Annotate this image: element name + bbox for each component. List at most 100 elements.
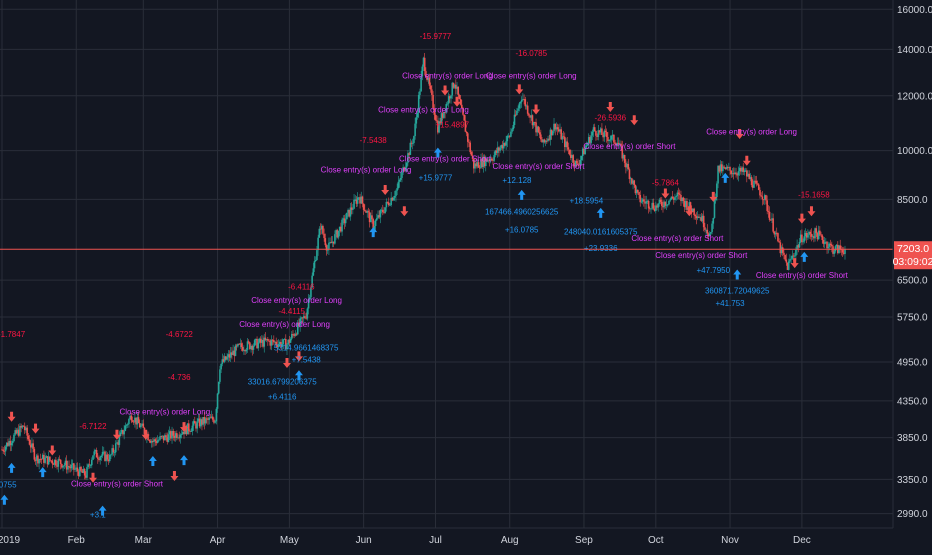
candle-body <box>681 197 683 202</box>
candle-body <box>179 434 182 438</box>
candle-body <box>346 212 348 220</box>
candle-body <box>575 160 578 164</box>
candle-body <box>409 142 412 155</box>
candle-body <box>407 153 409 163</box>
candle-body <box>502 143 505 149</box>
short-entry-arrow <box>742 155 751 166</box>
candle-body <box>402 167 404 172</box>
candle-body <box>156 440 159 443</box>
x-tick-label: Aug <box>501 535 519 546</box>
candle-body <box>227 354 230 357</box>
candle-body <box>360 196 363 204</box>
candle-body <box>99 457 101 461</box>
price-axis[interactable]: 2990.0 3350.0 3850.0 4350.0 4950.0 5750.0 6500… <box>897 5 932 520</box>
candle-body <box>46 456 49 465</box>
candle-body <box>422 57 425 67</box>
candle-body <box>316 250 318 260</box>
candle-body <box>377 215 379 219</box>
candle-body <box>613 134 615 143</box>
candle-body <box>147 433 149 440</box>
candle-body <box>348 209 351 217</box>
candle-body <box>22 425 25 427</box>
x-tick-label: Sep <box>575 535 593 546</box>
candle-body <box>290 334 293 339</box>
candle-body <box>113 452 116 454</box>
candle-body <box>263 337 266 347</box>
candle-body <box>760 195 762 197</box>
candle-body <box>211 416 214 420</box>
candle-body <box>592 127 595 132</box>
y-tick-label: 12000.0 <box>897 91 932 102</box>
time-axis[interactable]: 2019 Feb Mar Apr May Jun Jul Aug Sep Oct Nov Dec <box>0 535 811 546</box>
candle-body <box>349 207 352 217</box>
candle-body <box>766 200 768 211</box>
candle-body <box>137 417 140 424</box>
candle-body <box>785 259 788 263</box>
candle-body <box>173 435 176 438</box>
short-entry-arrow <box>807 206 816 217</box>
candle-body <box>393 195 396 198</box>
trade-markers <box>0 84 816 516</box>
candle-body <box>86 467 88 478</box>
candle-body <box>602 134 604 138</box>
candle-body <box>350 207 353 210</box>
candle-body <box>579 159 582 165</box>
candle-body <box>259 338 262 343</box>
price-tag-countdown: 03:09:02 <box>893 256 932 268</box>
trade-label: +16.0785 <box>505 225 539 234</box>
candle-body <box>76 467 79 472</box>
candle-body <box>294 333 297 336</box>
candle-body <box>568 149 571 155</box>
trade-label: 33016.6799206375 <box>248 378 318 387</box>
candle-body <box>274 341 276 343</box>
candle-body <box>781 247 784 253</box>
candle-body <box>279 341 281 345</box>
candle-body <box>815 228 818 233</box>
candle-body <box>129 415 131 420</box>
candle-body <box>2 449 4 451</box>
candle-body <box>240 343 243 348</box>
candle-body <box>512 124 515 130</box>
candle-body <box>631 178 633 184</box>
candle-body <box>82 468 85 473</box>
candle-body <box>790 258 792 260</box>
candle-body <box>477 162 480 168</box>
candle-body <box>807 235 809 238</box>
short-entry-arrow <box>790 258 799 269</box>
candle-body <box>730 170 733 175</box>
candle-body <box>238 343 240 345</box>
candle-body <box>548 138 551 140</box>
candle-body <box>152 440 154 442</box>
candle-body <box>843 252 845 254</box>
candle-body <box>91 459 93 466</box>
candle-body <box>740 167 742 172</box>
candle-body <box>45 456 48 458</box>
candle-body <box>603 130 606 138</box>
candle-body <box>352 208 354 210</box>
candle-body <box>558 129 560 132</box>
candle-body <box>499 147 501 151</box>
candle-body <box>340 226 342 232</box>
trade-label: +7.5438 <box>292 356 322 365</box>
candle-body <box>57 459 60 467</box>
candle-body <box>669 199 671 201</box>
y-tick-label: 4350.0 <box>897 396 928 407</box>
candle-body <box>450 95 452 99</box>
candle-body <box>586 143 589 146</box>
candle-body <box>811 236 814 238</box>
candle-body <box>213 419 215 423</box>
long-entry-arrow <box>7 462 16 473</box>
candle-body <box>73 463 75 470</box>
short-entry-arrow <box>48 445 57 456</box>
candle-body <box>723 166 725 168</box>
candle-body <box>155 441 158 443</box>
candle-body <box>411 142 414 144</box>
trade-label: -26.5936 <box>595 114 627 123</box>
candle-body <box>574 160 577 167</box>
candle-body <box>821 235 824 241</box>
candle-body <box>541 139 543 143</box>
candle-body <box>437 120 439 133</box>
